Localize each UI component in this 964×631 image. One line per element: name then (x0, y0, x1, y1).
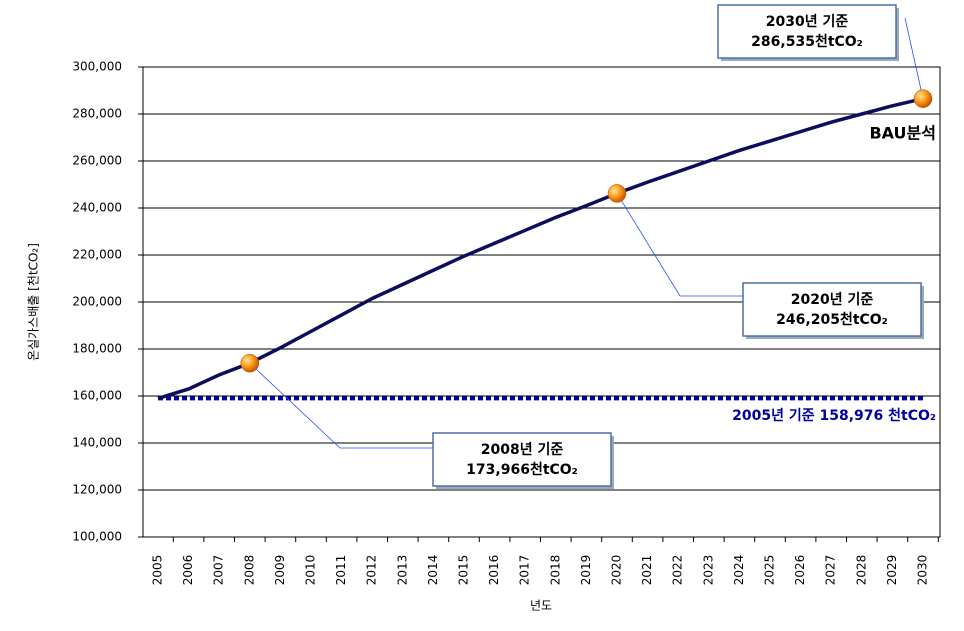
x-tick-label: 2024 (732, 555, 746, 586)
x-tick-label: 2022 (671, 555, 685, 586)
y-tick-label: 160,000 (72, 389, 122, 403)
x-tick-label: 2019 (579, 555, 593, 586)
y-tick-label: 240,000 (72, 201, 122, 215)
highlight-marker (240, 353, 260, 373)
x-tick-label: 2017 (518, 555, 532, 586)
x-tick-label: 2021 (640, 555, 654, 586)
x-tick-label: 2013 (395, 555, 409, 586)
x-tick-label: 2018 (548, 555, 562, 586)
x-tick-label: 2020 (610, 555, 624, 586)
x-tick-label: 2006 (181, 555, 195, 586)
callout-value: 286,535천tCO₂ (751, 34, 863, 50)
x-tick-label: 2008 (242, 555, 256, 586)
plot-area (142, 66, 941, 538)
highlight-marker (607, 184, 627, 203)
y-tick-label: 220,000 (72, 248, 122, 262)
x-tick-label: 2010 (304, 555, 318, 586)
x-tick-label: 2025 (763, 555, 777, 586)
x-tick-label: 2005 (151, 555, 165, 586)
callout-box (742, 282, 922, 337)
callout-title: 2030년 기준 (766, 14, 849, 30)
x-tick-label: 2026 (793, 555, 807, 586)
x-tick-label: 2029 (885, 555, 899, 586)
callout-title: 2020년 기준 (791, 292, 874, 308)
y-tick-label: 120,000 (72, 483, 122, 497)
leader-line (249, 362, 433, 449)
x-tick-label: 2023 (701, 555, 715, 586)
reference-label: 2005년 기준 158,976 천tCO₂ (732, 408, 936, 424)
callout-value: 173,966천tCO₂ (466, 462, 578, 478)
callout-box (432, 432, 612, 487)
leader-line (616, 193, 743, 297)
x-tick-label: 2014 (426, 555, 440, 586)
series-label: BAU분석 (869, 124, 936, 143)
y-tick-label: 200,000 (72, 295, 122, 309)
series-line (157, 96, 924, 401)
x-tick-label: 2015 (457, 555, 471, 586)
y-tick-label: 180,000 (72, 342, 122, 356)
leader-line (904, 17, 924, 99)
y-tick-label: 260,000 (72, 154, 122, 168)
x-tick-label: 2012 (365, 555, 379, 586)
callout-value: 246,205천tCO₂ (776, 312, 888, 328)
x-tick-label: 2028 (854, 555, 868, 586)
x-tick-label: 2011 (334, 555, 348, 586)
y-tick-label: 280,000 (72, 107, 122, 121)
x-tick-label: 2030 (916, 555, 930, 586)
y-tick-label: 300,000 (72, 60, 122, 74)
x-axis-label: 년도 (530, 599, 552, 613)
y-axis-label: 온실가스배출 [천tCO₂] (26, 243, 41, 361)
highlight-marker (913, 89, 933, 108)
x-tick-label: 2007 (212, 555, 226, 586)
callout-box (717, 4, 897, 59)
x-tick-label: 2016 (487, 555, 501, 586)
callout-title: 2008년 기준 (481, 442, 564, 458)
x-tick-label: 2009 (273, 555, 287, 586)
y-tick-label: 140,000 (72, 436, 122, 450)
x-tick-label: 2027 (824, 555, 838, 586)
y-tick-label: 100,000 (72, 530, 122, 544)
